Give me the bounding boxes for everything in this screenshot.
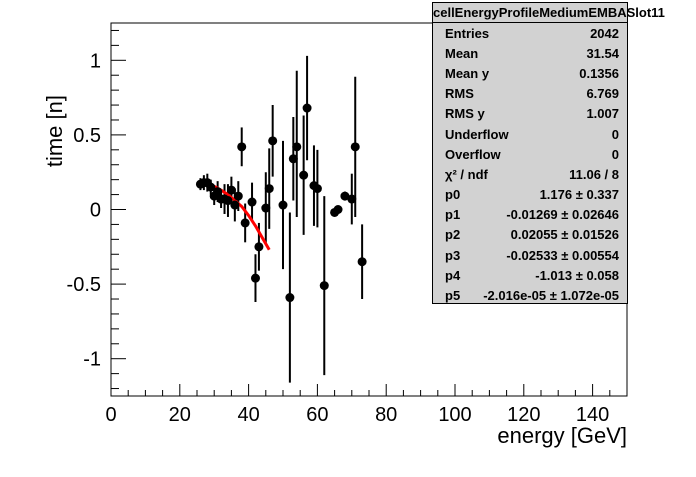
data-point xyxy=(299,170,309,180)
stats-label: RMS xyxy=(445,86,474,102)
stats-row: p2 0.02055 ± 0.01526 xyxy=(433,225,627,245)
stats-row: RMS y 1.007 xyxy=(433,104,627,124)
stats-label: p0 xyxy=(445,187,461,203)
y-tick-label: 1 xyxy=(90,50,101,72)
stats-value: 31.54 xyxy=(586,45,619,61)
stats-value: 6.769 xyxy=(586,86,619,102)
data-point xyxy=(213,187,223,197)
data-point xyxy=(288,154,298,164)
data-point xyxy=(302,103,312,113)
data-point xyxy=(340,191,350,201)
data-point xyxy=(250,273,260,283)
stats-label: p3 xyxy=(445,247,461,263)
stats-row: p1 -0.01269 ± 0.02646 xyxy=(433,205,627,225)
x-tick-label: 0 xyxy=(105,404,116,426)
stats-row: Underflow 0 xyxy=(433,124,627,144)
data-point xyxy=(292,142,302,152)
stats-value: 0 xyxy=(611,146,619,162)
stats-label: Overflow xyxy=(445,146,501,162)
y-tick-label: -1 xyxy=(83,349,101,371)
stats-value: -1.013 ± 0.058 xyxy=(535,267,619,283)
data-point xyxy=(285,293,295,303)
stats-value: -2.016e-05 ± 1.072e-05 xyxy=(483,288,619,304)
data-point xyxy=(261,203,271,213)
data-point xyxy=(347,194,357,204)
x-tick-label: 100 xyxy=(438,404,471,426)
x-axis-ticks: 0 20 40 60 80 100 120 140 xyxy=(105,384,628,426)
stats-value: -0.01269 ± 0.02646 xyxy=(506,207,619,223)
data-point xyxy=(206,182,216,192)
stats-value: -0.02533 ± 0.00554 xyxy=(506,247,619,263)
data-point xyxy=(268,136,278,146)
data-point xyxy=(240,218,250,228)
stats-row: RMS 6.769 xyxy=(433,84,627,104)
stats-value: 1.007 xyxy=(586,106,619,122)
data-point xyxy=(319,281,329,291)
stats-box: cellEnergyProfileMediumEMBASlot11 Entrie… xyxy=(432,2,665,306)
stats-row: Entries 2042 xyxy=(433,23,627,43)
stats-title: cellEnergyProfileMediumEMBASlot11 xyxy=(433,3,665,23)
x-axis-label: energy [GeV] xyxy=(497,423,627,448)
error-bars xyxy=(199,55,364,383)
data-point xyxy=(357,257,367,267)
data-point xyxy=(312,184,322,194)
stats-label: Underflow xyxy=(445,126,509,142)
y-tick-label: -0.5 xyxy=(67,274,101,296)
data-point xyxy=(226,185,236,195)
stats-row: p4 -1.013 ± 0.058 xyxy=(433,265,627,285)
x-tick-label: 60 xyxy=(306,404,328,426)
stats-label: p5 xyxy=(445,288,461,304)
stats-label: p4 xyxy=(445,267,461,283)
data-point xyxy=(230,200,240,210)
stats-row: Overflow 0 xyxy=(433,144,627,164)
stats-value: 0.02055 ± 0.01526 xyxy=(510,227,619,243)
data-point xyxy=(333,205,343,214)
stats-row: p3 -0.02533 ± 0.00554 xyxy=(433,245,627,265)
stats-row: Mean 31.54 xyxy=(433,43,627,63)
y-tick-label: 0.5 xyxy=(73,125,101,147)
stats-value: 1.176 ± 0.337 xyxy=(539,187,619,203)
stats-label: χ² / ndf xyxy=(445,166,488,182)
y-axis-label: time [n] xyxy=(42,95,67,167)
x-tick-label: 80 xyxy=(375,404,397,426)
stats-row: p5 -2.016e-05 ± 1.072e-05 xyxy=(433,285,627,305)
data-point xyxy=(223,196,233,206)
x-tick-label: 140 xyxy=(576,404,609,426)
data-points xyxy=(195,103,367,303)
data-point xyxy=(247,197,257,207)
stats-label: Entries xyxy=(445,25,490,41)
x-tick-label: 20 xyxy=(169,404,191,426)
data-point xyxy=(237,142,247,152)
data-point xyxy=(254,242,264,252)
x-tick-label: 120 xyxy=(507,404,540,426)
stats-value: 0 xyxy=(611,126,619,142)
stats-row: χ² / ndf 11.06 / 8 xyxy=(433,164,627,184)
stats-label: RMS y xyxy=(445,106,485,122)
stats-value: 2042 xyxy=(590,25,619,41)
x-tick-label: 40 xyxy=(237,404,259,426)
stats-row: Mean y 0.1356 xyxy=(433,63,627,83)
data-point xyxy=(278,200,288,210)
stats-label: p1 xyxy=(445,207,461,223)
data-point xyxy=(264,184,274,194)
stats-label: Mean xyxy=(445,45,479,61)
stats-label: p2 xyxy=(445,227,461,243)
data-point xyxy=(233,191,243,201)
stats-value: 0.1356 xyxy=(579,65,619,81)
stats-label: Mean y xyxy=(445,65,490,81)
stats-row: p0 1.176 ± 0.337 xyxy=(433,185,627,205)
stats-value: 11.06 / 8 xyxy=(569,166,619,182)
y-axis-ticks: -1 -0.5 0 0.5 1 xyxy=(67,29,126,390)
y-tick-label: 0 xyxy=(90,200,101,222)
stats-rows: Entries 2042 Mean 31.54 Mean y 0.1356 RMS 6.769… xyxy=(433,23,627,306)
data-point xyxy=(350,142,360,152)
